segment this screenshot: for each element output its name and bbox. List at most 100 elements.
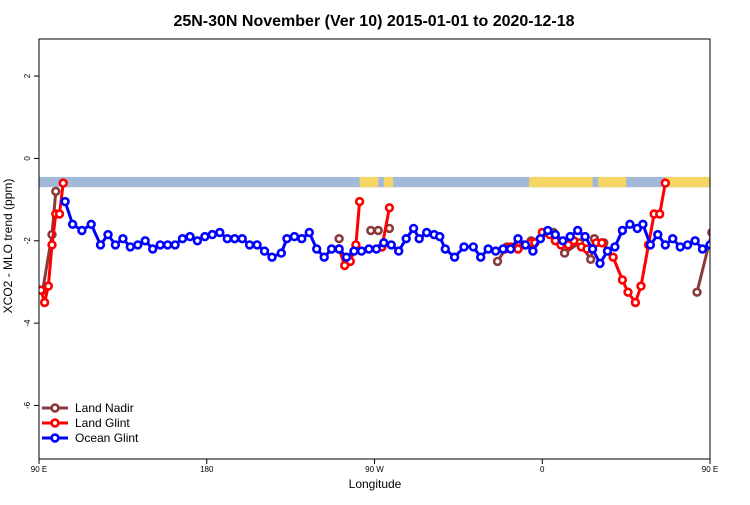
ocean-glint-point bbox=[230, 234, 240, 244]
x-tick-label: 90 W bbox=[365, 465, 384, 474]
ocean-glint-point bbox=[118, 234, 128, 244]
ocean-glint-point bbox=[341, 252, 352, 262]
ocean-glint-point bbox=[304, 227, 314, 238]
ocean-glint-point bbox=[86, 219, 96, 230]
ocean-glint-point bbox=[356, 246, 367, 256]
ocean-glint-point bbox=[587, 244, 598, 254]
ocean-glint-point bbox=[133, 240, 143, 250]
land-glint-point bbox=[623, 287, 633, 297]
land-glint-point bbox=[39, 297, 50, 308]
land-glint-point bbox=[654, 209, 665, 219]
ocean-glint-point bbox=[170, 240, 180, 250]
ocean-glint-point bbox=[77, 225, 87, 236]
land-glint-point bbox=[43, 281, 53, 291]
ocean-glint-point bbox=[572, 225, 583, 236]
land-glint-point bbox=[47, 240, 57, 250]
ocean-glint-point bbox=[140, 236, 150, 246]
ocean-glint-point bbox=[580, 231, 590, 242]
ocean-glint-point bbox=[528, 246, 538, 256]
ocean-glint-point bbox=[276, 248, 286, 258]
land-nadir-point bbox=[692, 287, 702, 297]
x-tick-label: 0 bbox=[540, 465, 545, 474]
land-nadir-point bbox=[585, 254, 596, 264]
ocean-glint-point bbox=[401, 234, 411, 244]
y-tick-label: 0 bbox=[23, 156, 32, 161]
ocean-glint-point bbox=[558, 236, 568, 246]
ocean-glint-point bbox=[215, 227, 225, 238]
ocean-glint-point bbox=[334, 244, 344, 254]
x-tick-label: 90 E bbox=[31, 465, 47, 474]
ocean-glint-point bbox=[550, 229, 560, 240]
land-glint-point bbox=[597, 238, 607, 248]
series-layer bbox=[39, 178, 719, 308]
land-glint-point bbox=[54, 209, 65, 219]
ocean-glint-point bbox=[476, 252, 486, 262]
ocean-glint-point bbox=[535, 234, 546, 244]
legend-land-nadir-label: Land Nadir bbox=[75, 401, 134, 415]
ocean-glint-point bbox=[422, 227, 432, 238]
legend-ocean-glint-label: Ocean Glint bbox=[75, 431, 139, 445]
y-tick-label: -2 bbox=[23, 237, 32, 245]
ocean-glint-point bbox=[617, 225, 628, 236]
y-tick-label: -6 bbox=[23, 401, 32, 409]
ocean-glint-point bbox=[625, 219, 635, 230]
ocean-glint-point bbox=[513, 234, 523, 244]
y-axis-label: XCO2 - MLO trend (ppm) bbox=[1, 179, 15, 314]
ocean-glint-point bbox=[125, 242, 136, 252]
land-ocean-band bbox=[39, 176, 710, 188]
ocean-glint-point bbox=[449, 252, 460, 262]
ocean-glint-point bbox=[349, 246, 359, 256]
ocean-glint-point bbox=[67, 219, 78, 230]
land-nadir-point bbox=[492, 256, 503, 267]
land-nadir-point bbox=[559, 248, 570, 258]
ocean-glint-point bbox=[435, 231, 445, 242]
ocean-glint-point bbox=[177, 234, 188, 244]
ocean-glint-point bbox=[408, 223, 419, 234]
land-band-segment bbox=[529, 176, 593, 188]
ocean-glint-point bbox=[491, 246, 501, 256]
land-nadir-point bbox=[373, 225, 383, 236]
x-tick-label: 90 E bbox=[702, 465, 718, 474]
land-glint-point bbox=[617, 275, 628, 285]
ocean-glint-point bbox=[543, 225, 553, 236]
legend-land-nadir-marker bbox=[50, 403, 60, 413]
ocean-glint-point bbox=[192, 236, 203, 246]
ocean-glint-point bbox=[498, 244, 508, 254]
legend-ocean-glint-marker bbox=[50, 433, 60, 443]
ocean-glint-point bbox=[690, 236, 700, 246]
land-glint-point bbox=[630, 297, 641, 308]
ocean-glint-point bbox=[364, 244, 374, 254]
ocean-glint-point bbox=[244, 240, 255, 250]
ocean-glint-point bbox=[645, 240, 656, 250]
land-glint-point bbox=[384, 203, 395, 213]
y-tick-label: -4 bbox=[23, 319, 32, 327]
land-band-segment bbox=[383, 176, 394, 188]
ocean-glint-point bbox=[468, 242, 478, 252]
ocean-glint-point bbox=[595, 258, 605, 269]
x-tick-label: 180 bbox=[200, 465, 214, 474]
land-band-segment bbox=[598, 176, 627, 188]
ocean-glint-point bbox=[459, 242, 469, 252]
ocean-glint-point bbox=[237, 234, 247, 244]
land-band-segment bbox=[665, 176, 696, 188]
ocean-glint-point bbox=[326, 244, 337, 254]
ocean-glint-point bbox=[394, 246, 404, 256]
ocean-glint-point bbox=[162, 240, 173, 250]
ocean-glint-point bbox=[155, 240, 165, 250]
ocean-glint-point bbox=[95, 240, 106, 250]
y-tick-label: 2 bbox=[23, 73, 32, 78]
ocean-glint-point bbox=[483, 244, 493, 254]
land-glint-point bbox=[39, 285, 46, 295]
chart-title: 25N-30N November (Ver 10) 2015-01-01 to … bbox=[173, 13, 574, 30]
ocean-glint-point bbox=[697, 244, 708, 254]
ocean-glint-point bbox=[565, 231, 575, 242]
legend-land-glint-marker bbox=[50, 418, 60, 428]
ocean-glint-point bbox=[222, 234, 233, 244]
land-band-segment bbox=[359, 176, 379, 188]
ocean-glint-point bbox=[207, 229, 218, 240]
ocean-glint-point bbox=[638, 219, 648, 230]
land-nadir-point bbox=[712, 188, 719, 195]
